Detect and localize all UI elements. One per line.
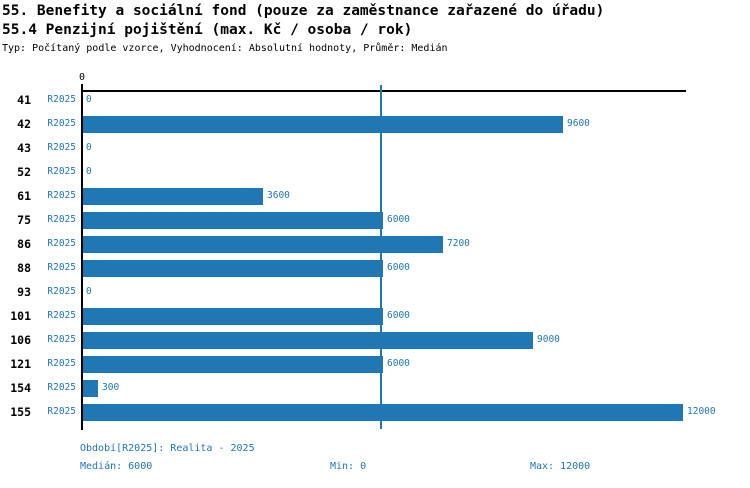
row-category-label: 42 xyxy=(17,117,31,131)
bar xyxy=(83,331,533,349)
bar xyxy=(83,307,383,325)
median-reference-line xyxy=(380,85,382,429)
chart-row: 41 R2025 0 xyxy=(0,88,750,112)
bar-value-label: 6000 xyxy=(387,214,410,225)
chart-row: 42 R2025 9600 xyxy=(0,112,750,136)
row-series-label: R2025 xyxy=(47,262,76,273)
row-category-label: 121 xyxy=(10,357,31,371)
row-category-label: 86 xyxy=(17,237,31,251)
min-stat: Min: 0 xyxy=(330,461,367,472)
row-category-label: 61 xyxy=(17,189,31,203)
x-axis-zero-tick-label: 0 xyxy=(78,72,86,83)
row-category-label: 93 xyxy=(17,285,31,299)
bar xyxy=(83,235,443,253)
chart-row: 154 R2025 300 xyxy=(0,376,750,400)
row-series-label: R2025 xyxy=(47,406,76,417)
bar-value-label: 9600 xyxy=(567,118,590,129)
bar xyxy=(83,115,563,133)
chart-row: 155 R2025 12000 xyxy=(0,400,750,424)
bar-value-label: 6000 xyxy=(387,310,410,321)
bar-value-label: 0 xyxy=(86,286,92,297)
row-series-label: R2025 xyxy=(47,358,76,369)
row-category-label: 155 xyxy=(10,405,31,419)
bar-value-label: 7200 xyxy=(447,238,470,249)
row-series-label: R2025 xyxy=(47,166,76,177)
bar-value-label: 3600 xyxy=(267,190,290,201)
row-category-label: 154 xyxy=(10,381,31,395)
bar-value-label: 6000 xyxy=(387,262,410,273)
bar xyxy=(83,379,98,397)
chart-row: 106 R2025 9000 xyxy=(0,328,750,352)
chart-meta-info: Typ: Počítaný podle vzorce, Vyhodnocení:… xyxy=(2,43,448,54)
chart-row: 101 R2025 6000 xyxy=(0,304,750,328)
row-series-label: R2025 xyxy=(47,238,76,249)
bar-value-label: 300 xyxy=(102,382,120,393)
chart-row: 75 R2025 6000 xyxy=(0,208,750,232)
bar xyxy=(83,355,383,373)
row-series-label: R2025 xyxy=(47,214,76,225)
chart-row: 86 R2025 7200 xyxy=(0,232,750,256)
row-category-label: 41 xyxy=(17,93,31,107)
row-series-label: R2025 xyxy=(47,334,76,345)
bar-value-label: 0 xyxy=(86,142,92,153)
row-category-label: 52 xyxy=(17,165,31,179)
row-category-label: 75 xyxy=(17,213,31,227)
row-category-label: 88 xyxy=(17,261,31,275)
row-series-label: R2025 xyxy=(47,382,76,393)
bar-chart: 0 41 R2025 0 42 R2025 9600 43 R2025 0 52 R2025 0 61 R… xyxy=(0,72,750,430)
bar xyxy=(83,403,683,421)
row-series-label: R2025 xyxy=(47,310,76,321)
chart-row: 43 R2025 0 xyxy=(0,136,750,160)
x-axis-line xyxy=(82,90,686,92)
bar xyxy=(83,259,383,277)
bar-value-label: 6000 xyxy=(387,358,410,369)
bar-value-label: 0 xyxy=(86,94,92,105)
row-series-label: R2025 xyxy=(47,190,76,201)
row-series-label: R2025 xyxy=(47,118,76,129)
chart-row: 61 R2025 3600 xyxy=(0,184,750,208)
bar-value-label: 0 xyxy=(86,166,92,177)
row-series-label: R2025 xyxy=(47,142,76,153)
bar-value-label: 12000 xyxy=(687,406,716,417)
y-axis-line xyxy=(81,84,83,430)
bar-value-label: 9000 xyxy=(537,334,560,345)
chart-row: 121 R2025 6000 xyxy=(0,352,750,376)
row-series-label: R2025 xyxy=(47,286,76,297)
chart-row: 52 R2025 0 xyxy=(0,160,750,184)
page-subtitle-indicator: 55.4 Penzijní pojištění (max. Kč / osoba… xyxy=(2,22,413,38)
row-category-label: 106 xyxy=(10,333,31,347)
period-legend: Období[R2025]: Realita - 2025 xyxy=(80,443,255,454)
median-stat: Medián: 6000 xyxy=(80,461,153,472)
page-title: 55. Benefity a sociální fond (pouze za z… xyxy=(2,3,605,19)
max-stat: Max: 12000 xyxy=(530,461,591,472)
chart-row: 88 R2025 6000 xyxy=(0,256,750,280)
row-series-label: R2025 xyxy=(47,94,76,105)
bar xyxy=(83,211,383,229)
bar xyxy=(83,187,263,205)
row-category-label: 101 xyxy=(10,309,31,323)
chart-row: 93 R2025 0 xyxy=(0,280,750,304)
row-category-label: 43 xyxy=(17,141,31,155)
